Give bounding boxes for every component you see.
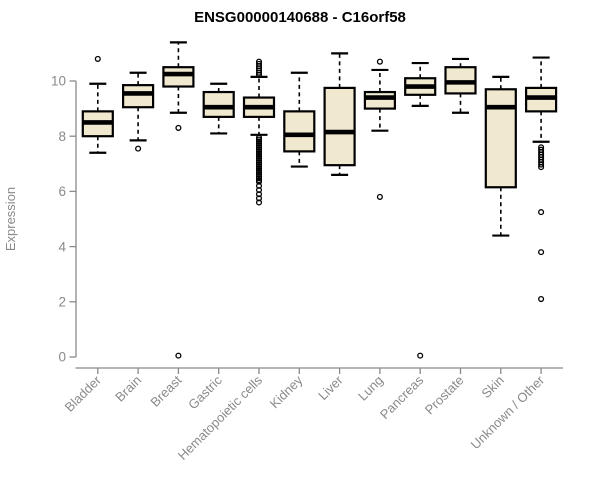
- outlier-point: [255, 163, 263, 170]
- outlier-point: [255, 161, 263, 168]
- outlier-point: [255, 169, 263, 176]
- outlier-point: [255, 146, 263, 153]
- y-tick-label: 4: [58, 239, 66, 254]
- outlier-point: [175, 124, 182, 131]
- outlier-point: [255, 159, 263, 166]
- outlier-point: [376, 193, 383, 200]
- outlier-point: [255, 167, 263, 174]
- outlier-point: [255, 178, 263, 185]
- boxplot-pancreas: [404, 61, 437, 359]
- outlier-point: [255, 149, 263, 157]
- x-category-label: Brain: [112, 373, 144, 405]
- outlier-point: [538, 295, 545, 303]
- iqr-box: [283, 110, 316, 153]
- iqr-box: [202, 90, 235, 118]
- outlier-point: [255, 186, 263, 194]
- x-category-label: Unknown / Other: [468, 372, 548, 452]
- boxplot-bladder: [81, 55, 114, 154]
- outlier-point: [255, 144, 263, 151]
- boxplot-liver: [323, 52, 356, 176]
- boxplot-hematopoietic-cells: [242, 58, 276, 206]
- x-category-label: Liver: [315, 372, 346, 403]
- outlier-point: [255, 142, 263, 149]
- y-axis-label: Expression: [3, 187, 18, 251]
- outlier-point: [94, 55, 101, 62]
- outlier-point: [538, 161, 545, 168]
- y-tick-label: 10: [51, 74, 66, 89]
- outlier-point: [255, 138, 263, 145]
- outlier-point: [538, 164, 545, 171]
- iqr-box: [162, 66, 195, 88]
- outlier-point: [255, 148, 263, 155]
- y-tick-label: 2: [58, 295, 66, 310]
- outlier-point: [255, 171, 263, 178]
- outlier-point: [255, 69, 263, 76]
- x-category-label: Prostate: [422, 373, 467, 418]
- iqr-box: [121, 84, 155, 109]
- outlier-point: [538, 209, 545, 216]
- outlier-point: [255, 155, 263, 162]
- outlier-point: [255, 165, 263, 172]
- boxplot-brain: [121, 71, 155, 152]
- x-category-label: Bladder: [62, 372, 105, 415]
- boxplot-unknown-other: [524, 56, 558, 303]
- outlier-point: [376, 58, 383, 65]
- outlier-point: [255, 175, 263, 182]
- chart-title: ENSG00000140688 - C16orf58: [194, 9, 406, 26]
- outlier-point: [538, 249, 545, 256]
- x-category-label: Lung: [355, 373, 386, 404]
- iqr-box: [363, 90, 396, 110]
- boxplot-kidney: [283, 71, 316, 168]
- outlier-point: [255, 191, 263, 198]
- outlier-point: [255, 71, 263, 78]
- outlier-point: [255, 151, 263, 159]
- x-category-label: Kidney: [267, 372, 306, 411]
- outlier-point: [417, 352, 424, 359]
- y-tick-label: 0: [58, 350, 66, 365]
- outlier-point: [255, 182, 263, 189]
- outlier-point: [255, 140, 263, 147]
- outlier-point: [255, 199, 263, 206]
- iqr-box: [323, 86, 356, 167]
- boxplot-skin: [484, 75, 517, 237]
- outlier-point: [255, 157, 263, 164]
- outlier-point: [255, 173, 263, 180]
- x-category-label: Breast: [147, 372, 184, 409]
- y-tick-label: 6: [58, 184, 66, 199]
- boxplot-prostate: [444, 57, 477, 114]
- boxplot-lung: [363, 58, 396, 200]
- boxplot-series-layer: [81, 41, 558, 359]
- outlier-point: [135, 145, 142, 152]
- outlier-point: [255, 195, 263, 202]
- x-category-label: Skin: [478, 373, 506, 401]
- x-category-label: Pancreas: [377, 372, 427, 422]
- outlier-point: [255, 153, 263, 160]
- iqr-box: [484, 88, 517, 189]
- y-tick-label: 8: [58, 129, 66, 144]
- outlier-point: [255, 134, 263, 141]
- boxplot-gastric: [202, 82, 235, 135]
- outlier-point: [175, 352, 182, 359]
- x-category-label: Gastric: [185, 372, 225, 412]
- boxplot-breast: [162, 41, 195, 359]
- outlier-point: [255, 136, 263, 143]
